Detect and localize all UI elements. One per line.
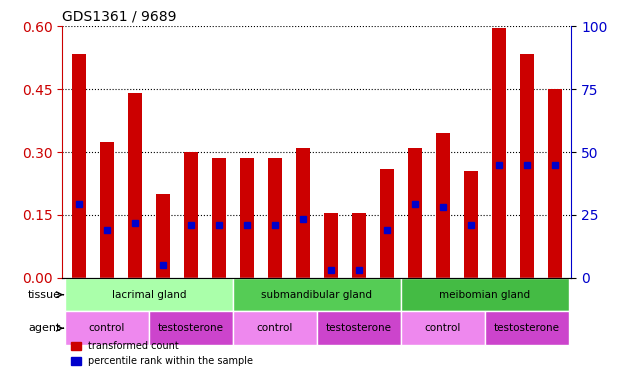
Bar	[351, 213, 366, 278]
Text: GDS1361 / 9689: GDS1361 / 9689	[62, 10, 176, 24]
Bar	[296, 148, 310, 278]
Bar	[435, 133, 450, 278]
Legend: transformed count, percentile rank within the sample: transformed count, percentile rank withi…	[67, 338, 257, 370]
Text: testosterone: testosterone	[494, 323, 560, 333]
Text: testosterone: testosterone	[158, 323, 224, 333]
FancyBboxPatch shape	[233, 278, 401, 312]
Bar	[520, 54, 533, 278]
FancyBboxPatch shape	[401, 312, 484, 345]
Bar	[184, 152, 198, 278]
Bar	[407, 148, 422, 278]
FancyBboxPatch shape	[65, 278, 233, 312]
Text: lacrimal gland: lacrimal gland	[112, 290, 186, 300]
FancyBboxPatch shape	[233, 312, 317, 345]
Bar	[324, 213, 338, 278]
Text: submandibular gland: submandibular gland	[261, 290, 372, 300]
Bar	[72, 54, 86, 278]
FancyBboxPatch shape	[149, 312, 233, 345]
Text: agent: agent	[29, 323, 61, 333]
Text: tissue: tissue	[28, 290, 61, 300]
Bar	[464, 171, 478, 278]
Text: control: control	[89, 323, 125, 333]
Bar	[100, 142, 114, 278]
FancyBboxPatch shape	[401, 278, 568, 312]
Text: control: control	[424, 323, 461, 333]
FancyBboxPatch shape	[65, 312, 149, 345]
Bar	[128, 93, 142, 278]
FancyBboxPatch shape	[317, 312, 401, 345]
Bar	[548, 89, 561, 278]
Text: control: control	[256, 323, 293, 333]
Text: meibomian gland: meibomian gland	[439, 290, 530, 300]
Bar	[268, 158, 282, 278]
Bar	[212, 158, 226, 278]
Bar	[492, 28, 505, 278]
Bar	[379, 169, 394, 278]
FancyBboxPatch shape	[484, 312, 568, 345]
Bar	[240, 158, 254, 278]
Bar	[156, 194, 170, 278]
Text: testosterone: testosterone	[325, 323, 392, 333]
